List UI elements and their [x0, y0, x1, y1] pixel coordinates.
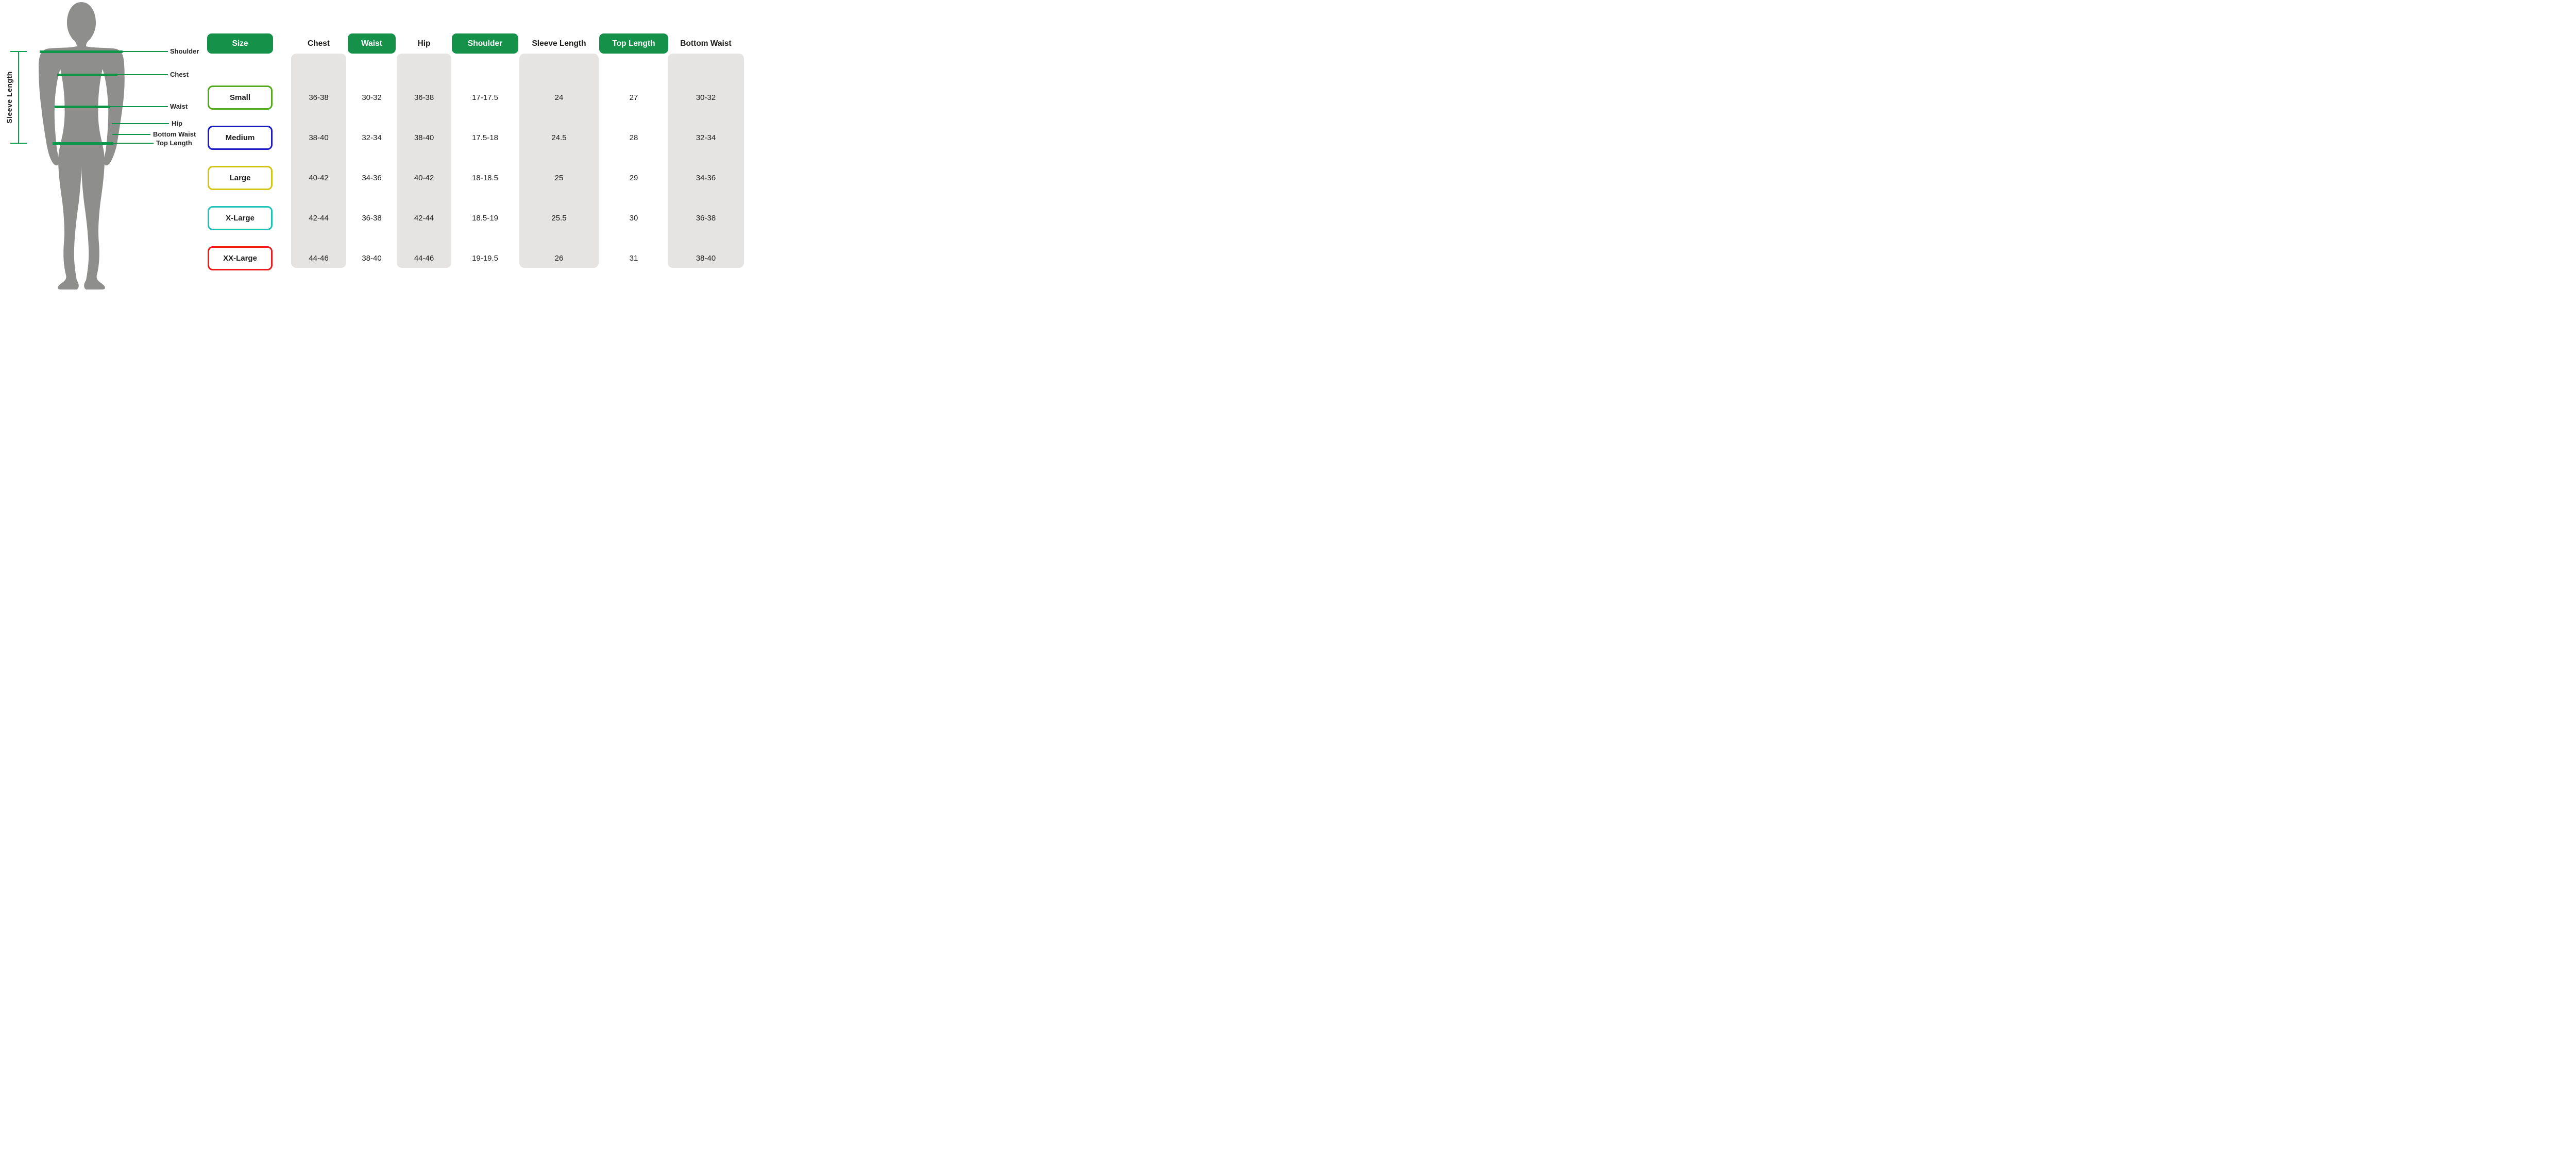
cell-x-large-chest: 42-44: [309, 214, 329, 223]
column-sleeve-length: Sleeve Length 24 24.5 25 25.5 26: [519, 33, 599, 268]
body-silhouette-image: [39, 2, 125, 289]
size-button-x-large[interactable]: X-Large: [208, 206, 273, 230]
column-top-length: Top Length 27 28 29 30 31: [599, 33, 668, 268]
cell-small-hip: 36-38: [414, 93, 434, 102]
chest-pointer-line: [117, 74, 168, 75]
cell-x-large-waist: 36-38: [362, 214, 382, 223]
shoulder-pointer-line: [123, 51, 168, 52]
column-shoulder: Shoulder 17-17.5 17.5-18 18-18.5 18.5-19…: [452, 33, 518, 268]
bottom-waist-pointer-line: [112, 134, 150, 135]
top-length-measure-bar: [53, 142, 113, 145]
cell-x-large-sleeve-length: 25.5: [551, 214, 567, 223]
sleeve-length-vertical-label: Sleeve Length: [5, 71, 13, 124]
header-size: Size: [207, 33, 273, 54]
cell-small-shoulder: 17-17.5: [472, 93, 498, 102]
header-top-length: Top Length: [599, 33, 668, 54]
cell-medium-sleeve-length: 24.5: [551, 133, 567, 142]
cell-x-large-top-length: 30: [629, 214, 638, 223]
header-waist: Waist: [348, 33, 396, 54]
column-size: Size Small Medium Large X-Large XX-Large: [207, 33, 273, 270]
cell-xx-large-shoulder: 19-19.5: [472, 254, 498, 263]
cell-large-top-length: 29: [629, 174, 638, 182]
cell-xx-large-bottom-waist: 38-40: [696, 254, 716, 263]
cell-small-chest: 36-38: [309, 93, 329, 102]
cell-small-sleeve-length: 24: [554, 93, 564, 102]
bottom-waist-point-label: Bottom Waist: [153, 130, 196, 138]
column-chest-body: [291, 54, 346, 268]
cell-medium-shoulder: 17.5-18: [472, 133, 498, 142]
cell-large-shoulder: 18-18.5: [472, 174, 498, 182]
hip-point-label: Hip: [172, 120, 182, 127]
column-waist: Waist 30-32 32-34 34-36 36-38 38-40: [348, 33, 396, 268]
column-hip: Hip 36-38 38-40 40-42 42-44 44-46: [397, 33, 451, 268]
waist-point-label: Waist: [170, 103, 188, 110]
size-chart-page: Sleeve Length Shoulder Chest Waist Hip B…: [0, 0, 764, 290]
size-button-medium[interactable]: Medium: [208, 126, 273, 150]
cell-large-chest: 40-42: [309, 174, 329, 182]
cell-x-large-hip: 42-44: [414, 214, 434, 223]
cell-xx-large-top-length: 31: [629, 254, 638, 263]
header-hip: Hip: [398, 33, 450, 54]
shoulder-point-label: Shoulder: [170, 47, 199, 55]
cell-large-bottom-waist: 34-36: [696, 174, 716, 182]
cell-xx-large-hip: 44-46: [414, 254, 434, 263]
size-button-xx-large[interactable]: XX-Large: [208, 246, 273, 270]
column-sleeve-length-body: [519, 54, 599, 268]
column-bottom-waist: Bottom Waist 30-32 32-34 34-36 36-38 38-…: [668, 33, 744, 268]
chest-point-label: Chest: [170, 71, 189, 78]
chest-measure-bar: [57, 74, 117, 76]
top-length-pointer-line: [113, 143, 154, 144]
sleeve-dimension-line: [18, 52, 19, 143]
cell-large-hip: 40-42: [414, 174, 434, 182]
sleeve-dimension-bottom-cap: [10, 143, 27, 144]
cell-medium-chest: 38-40: [309, 133, 329, 142]
header-chest: Chest: [293, 33, 345, 54]
column-hip-body: [397, 54, 451, 268]
measurement-diagram: Sleeve Length Shoulder Chest Waist Hip B…: [0, 0, 207, 290]
cell-x-large-shoulder: 18.5-19: [472, 214, 498, 223]
column-chest: Chest 36-38 38-40 40-42 42-44 44-46: [291, 33, 346, 268]
waist-pointer-line: [110, 106, 168, 107]
header-bottom-waist: Bottom Waist: [669, 33, 742, 54]
cell-small-top-length: 27: [629, 93, 638, 102]
header-shoulder: Shoulder: [452, 33, 518, 54]
cell-medium-hip: 38-40: [414, 133, 434, 142]
header-sleeve-length: Sleeve Length: [521, 33, 597, 54]
size-button-large[interactable]: Large: [208, 166, 273, 190]
size-button-small[interactable]: Small: [208, 86, 273, 110]
cell-medium-bottom-waist: 32-34: [696, 133, 716, 142]
column-bottom-waist-body: [668, 54, 744, 268]
cell-xx-large-sleeve-length: 26: [554, 254, 564, 263]
cell-small-waist: 30-32: [362, 93, 382, 102]
cell-small-bottom-waist: 30-32: [696, 93, 716, 102]
cell-large-sleeve-length: 25: [554, 174, 564, 182]
cell-xx-large-chest: 44-46: [309, 254, 329, 263]
cell-x-large-bottom-waist: 36-38: [696, 214, 716, 223]
cell-medium-top-length: 28: [629, 133, 638, 142]
cell-medium-waist: 32-34: [362, 133, 382, 142]
cell-xx-large-waist: 38-40: [362, 254, 382, 263]
cell-large-waist: 34-36: [362, 174, 382, 182]
waist-measure-bar: [55, 106, 110, 108]
top-length-point-label: Top Length: [156, 139, 192, 147]
hip-pointer-line: [112, 123, 169, 124]
shoulder-measure-bar: [40, 50, 123, 53]
